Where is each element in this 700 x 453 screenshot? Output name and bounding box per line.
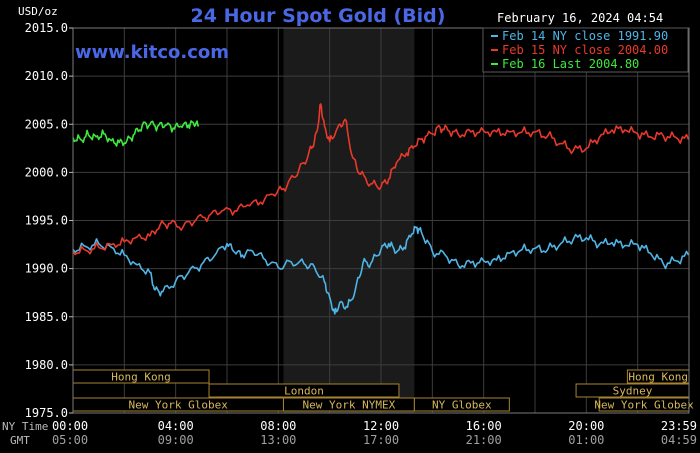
axes: 2015.0 2010.0 2005.0 2000.0 1995.0 1990.0 1985… xyxy=(25,21,697,447)
session-label-row1-1: Hong Kong xyxy=(628,371,688,384)
x-tick-label-ny: 16:00 xyxy=(466,419,502,433)
session-bar-row3-2 xyxy=(413,397,510,412)
session-label-row2-1: Sydney xyxy=(613,385,653,398)
series-line-0 xyxy=(72,225,690,315)
session-label-row2-0: London xyxy=(284,385,324,398)
watermark-text: www.kitco.com xyxy=(75,42,229,63)
y-tick-label: 1985.0 xyxy=(25,310,68,324)
y-tick-label: 2005.0 xyxy=(25,117,68,131)
legend-box xyxy=(482,27,689,73)
x-tick-label-ny: 04:00 xyxy=(158,419,194,433)
gmt-label: GMT xyxy=(10,434,30,447)
ny-time-label: NY Time xyxy=(2,420,48,433)
session-label-row3-0: New York Globex xyxy=(129,399,229,412)
series-group xyxy=(72,103,690,315)
session-label-row3-3: New York Globex xyxy=(594,399,694,412)
y-tick-label: 1995.0 xyxy=(25,214,68,228)
y-axis-unit-label: USD/oz xyxy=(18,5,58,18)
x-tick-label-gmt: 05:00 xyxy=(52,433,88,447)
legend: Feb 14 NY close 1991.90 Feb 15 NY close … xyxy=(482,27,689,73)
x-tick-label-gmt: 17:00 xyxy=(363,433,399,447)
x-tick-label-gmt: 01:00 xyxy=(568,433,604,447)
legend-entry-feb14: Feb 14 NY close 1991.90 xyxy=(502,29,668,43)
x-tick-label-ny: 23:59 xyxy=(661,419,697,433)
x-tick-label-gmt: 13:00 xyxy=(260,433,296,447)
x-tick-label-gmt: 04:59 xyxy=(661,433,697,447)
y-tick-label: 1975.0 xyxy=(25,406,68,420)
x-tick-label-ny: 00:00 xyxy=(52,419,88,433)
y-tick-label: 2015.0 xyxy=(25,21,68,35)
y-tick-label: 1980.0 xyxy=(25,358,68,372)
y-tick-label: 2010.0 xyxy=(25,69,68,83)
chart-datetime: February 16, 2024 04:54 xyxy=(497,11,663,25)
session-label-row3-2: NY Globex xyxy=(432,399,492,412)
y-tick-label: 2000.0 xyxy=(25,165,68,179)
legend-entry-feb16: Feb 16 Last 2004.80 xyxy=(502,57,639,71)
session-bar-row2-0 xyxy=(208,383,400,398)
x-tick-label-gmt: 21:00 xyxy=(466,433,502,447)
x-tick-label-ny: 12:00 xyxy=(363,419,399,433)
series-line-1 xyxy=(72,103,690,256)
legend-entry-feb15: Feb 15 NY close 2004.00 xyxy=(502,43,668,57)
session-label-row1-0: Hong Kong xyxy=(111,371,171,384)
x-tick-label-ny: 08:00 xyxy=(260,419,296,433)
chart-title: 24 Hour Spot Gold (Bid) xyxy=(191,5,446,27)
session-label-row3-1: New York NYMEX xyxy=(303,399,396,412)
series-line-2 xyxy=(72,120,200,147)
x-tick-label-ny: 20:00 xyxy=(568,419,604,433)
y-tick-label: 1990.0 xyxy=(25,262,68,276)
x-tick-label-gmt: 09:00 xyxy=(158,433,194,447)
